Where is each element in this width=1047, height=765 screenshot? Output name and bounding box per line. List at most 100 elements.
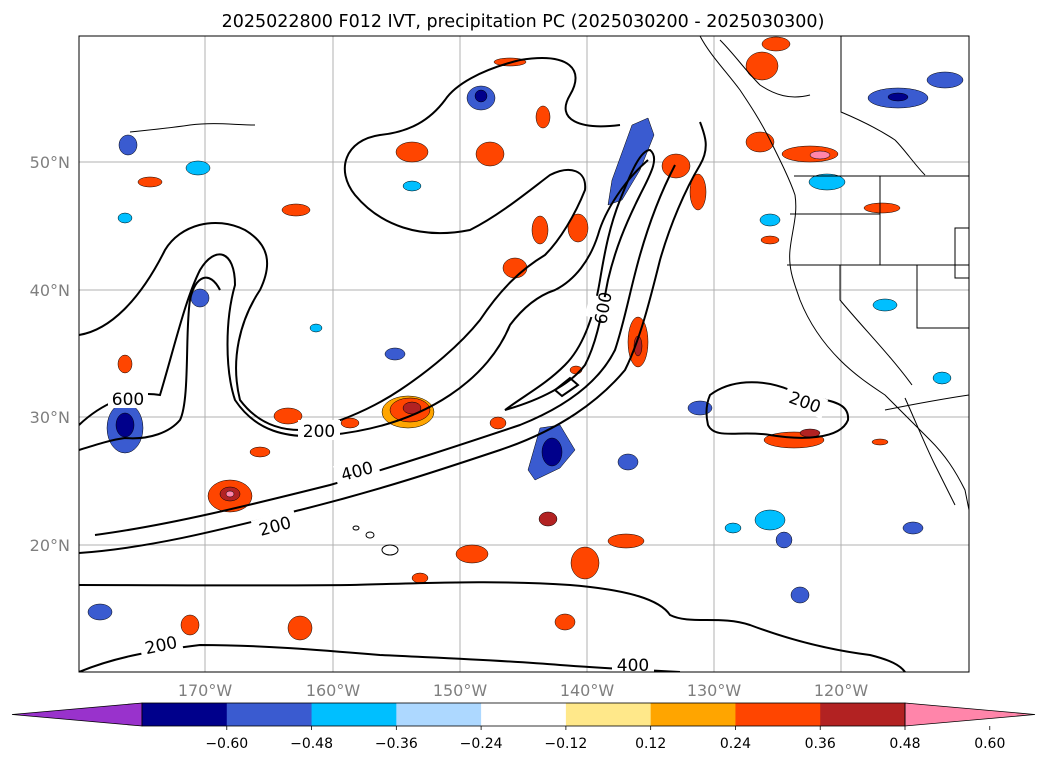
positive-anomaly xyxy=(689,173,707,211)
lon-label-150w: 150°W xyxy=(433,681,488,700)
colorbar-tick-label: 0.12 xyxy=(635,736,666,752)
latitude-labels: 50°N 40°N 30°N 20°N xyxy=(30,153,70,555)
colorbar-segment xyxy=(565,703,652,726)
positive-anomaly-peak xyxy=(809,150,831,160)
positive-anomaly xyxy=(340,417,360,429)
gridlines xyxy=(79,36,969,672)
contour-label-bg xyxy=(138,630,184,660)
hawaii-island xyxy=(381,544,399,556)
positive-anomaly-core xyxy=(402,401,422,415)
positive-anomaly xyxy=(538,511,558,527)
ivt-contour-200-east xyxy=(705,381,850,439)
contour-label: 200 xyxy=(303,422,335,442)
colorbar-segment xyxy=(396,703,482,726)
contour-label-bg xyxy=(612,656,654,672)
positive-anomaly xyxy=(475,141,505,167)
negative-anomaly xyxy=(384,347,406,361)
longitude-labels: 170°W 160°W 150°W 140°W 130°W 120°W xyxy=(178,681,869,700)
hawaii-island xyxy=(365,531,375,539)
positive-anomaly xyxy=(411,572,429,584)
colorbar-segment xyxy=(650,703,736,726)
negative-anomaly xyxy=(926,71,964,89)
positive-anomaly xyxy=(137,176,163,188)
positive-anomaly xyxy=(745,131,775,153)
positive-anomaly xyxy=(570,546,600,580)
ivt-contour-small-loop xyxy=(553,376,580,398)
state-border-north xyxy=(790,213,969,266)
hawaii-island xyxy=(352,525,360,531)
positive-anomaly xyxy=(607,533,645,549)
negative-anomaly xyxy=(808,173,846,191)
colorbar-tick-label: −0.24 xyxy=(460,736,503,752)
positive-anomaly xyxy=(661,153,691,179)
alaska-canada-border xyxy=(840,36,926,176)
negative-anomaly xyxy=(117,212,133,224)
positive-anomaly xyxy=(760,235,780,245)
positive-anomaly xyxy=(489,416,507,430)
us-mexico-border xyxy=(884,394,969,411)
negative-anomaly xyxy=(607,117,655,206)
negative-anomaly xyxy=(87,603,113,621)
contour-label-bg xyxy=(250,509,300,543)
lat-label-30n: 30°N xyxy=(30,408,70,427)
lon-label-140w: 140°W xyxy=(560,681,615,700)
positive-anomaly xyxy=(273,407,303,425)
positive-anomaly xyxy=(554,613,576,631)
contour-label-bg xyxy=(108,388,148,408)
contour-label-bg xyxy=(332,454,382,488)
state-border-ca-nv xyxy=(839,265,913,386)
positive-anomaly xyxy=(567,213,589,243)
positive-anomaly xyxy=(871,438,889,446)
negative-anomaly xyxy=(754,509,786,531)
contour-label: 400 xyxy=(617,656,649,676)
lon-label-170w: 170°W xyxy=(178,681,233,700)
negative-anomaly xyxy=(190,288,210,308)
negative-anomaly xyxy=(932,371,952,385)
coastlines xyxy=(129,36,969,556)
north-america-coastline xyxy=(699,36,969,511)
positive-anomaly xyxy=(502,257,528,279)
contour-label-bg xyxy=(298,420,340,440)
alaska-panhandle-coast xyxy=(719,39,811,98)
ivt-contour-400-band xyxy=(94,164,676,536)
map-title: 2025022800 F012 IVT, precipitation PC (2… xyxy=(222,12,825,32)
colorbar-extend-high xyxy=(904,702,1036,727)
state-border-ut xyxy=(954,227,969,279)
lat-label-40n: 40°N xyxy=(30,281,70,300)
contour-label-bg xyxy=(781,385,829,419)
negative-anomaly xyxy=(775,531,793,549)
negative-anomaly-core xyxy=(541,437,563,467)
colorbar-tick-label: 0.60 xyxy=(974,736,1005,752)
colorbar-segment xyxy=(226,703,313,726)
colorbar-tick-label: 0.24 xyxy=(720,736,751,752)
negative-anomaly xyxy=(872,298,898,312)
positive-anomaly xyxy=(180,614,200,636)
positive-anomaly-peak xyxy=(225,490,235,498)
positive-anomaly-core xyxy=(799,428,821,438)
colorbar-tick-label: −0.36 xyxy=(375,736,418,752)
positive-anomaly xyxy=(395,141,429,163)
lat-label-20n: 20°N xyxy=(30,536,70,555)
map-background xyxy=(79,36,969,672)
contour-label: 600 xyxy=(112,390,144,410)
colorbar-tick-label: −0.12 xyxy=(544,736,587,752)
colorbar-outline xyxy=(141,702,906,727)
positive-anomaly xyxy=(531,215,549,245)
negative-anomaly-core xyxy=(115,412,135,438)
map-panel: 600 200 400 200 600 200 200 400 xyxy=(78,35,970,676)
colorbar-extend-low xyxy=(11,702,143,727)
negative-anomaly xyxy=(402,180,422,192)
positive-anomaly xyxy=(117,354,133,374)
negative-anomaly xyxy=(309,323,323,333)
lon-label-120w: 120°W xyxy=(814,681,869,700)
contour-label-bg xyxy=(585,294,625,323)
negative-anomaly xyxy=(617,453,639,471)
baja-california-coast xyxy=(904,397,956,506)
colorbar-segment xyxy=(481,703,567,726)
positive-anomaly xyxy=(863,202,901,214)
positive-anomaly xyxy=(281,203,311,217)
colorbar-tick-label: 0.36 xyxy=(805,736,836,752)
colorbar-segment xyxy=(735,703,821,726)
ivt-contour-200-south xyxy=(79,581,906,672)
